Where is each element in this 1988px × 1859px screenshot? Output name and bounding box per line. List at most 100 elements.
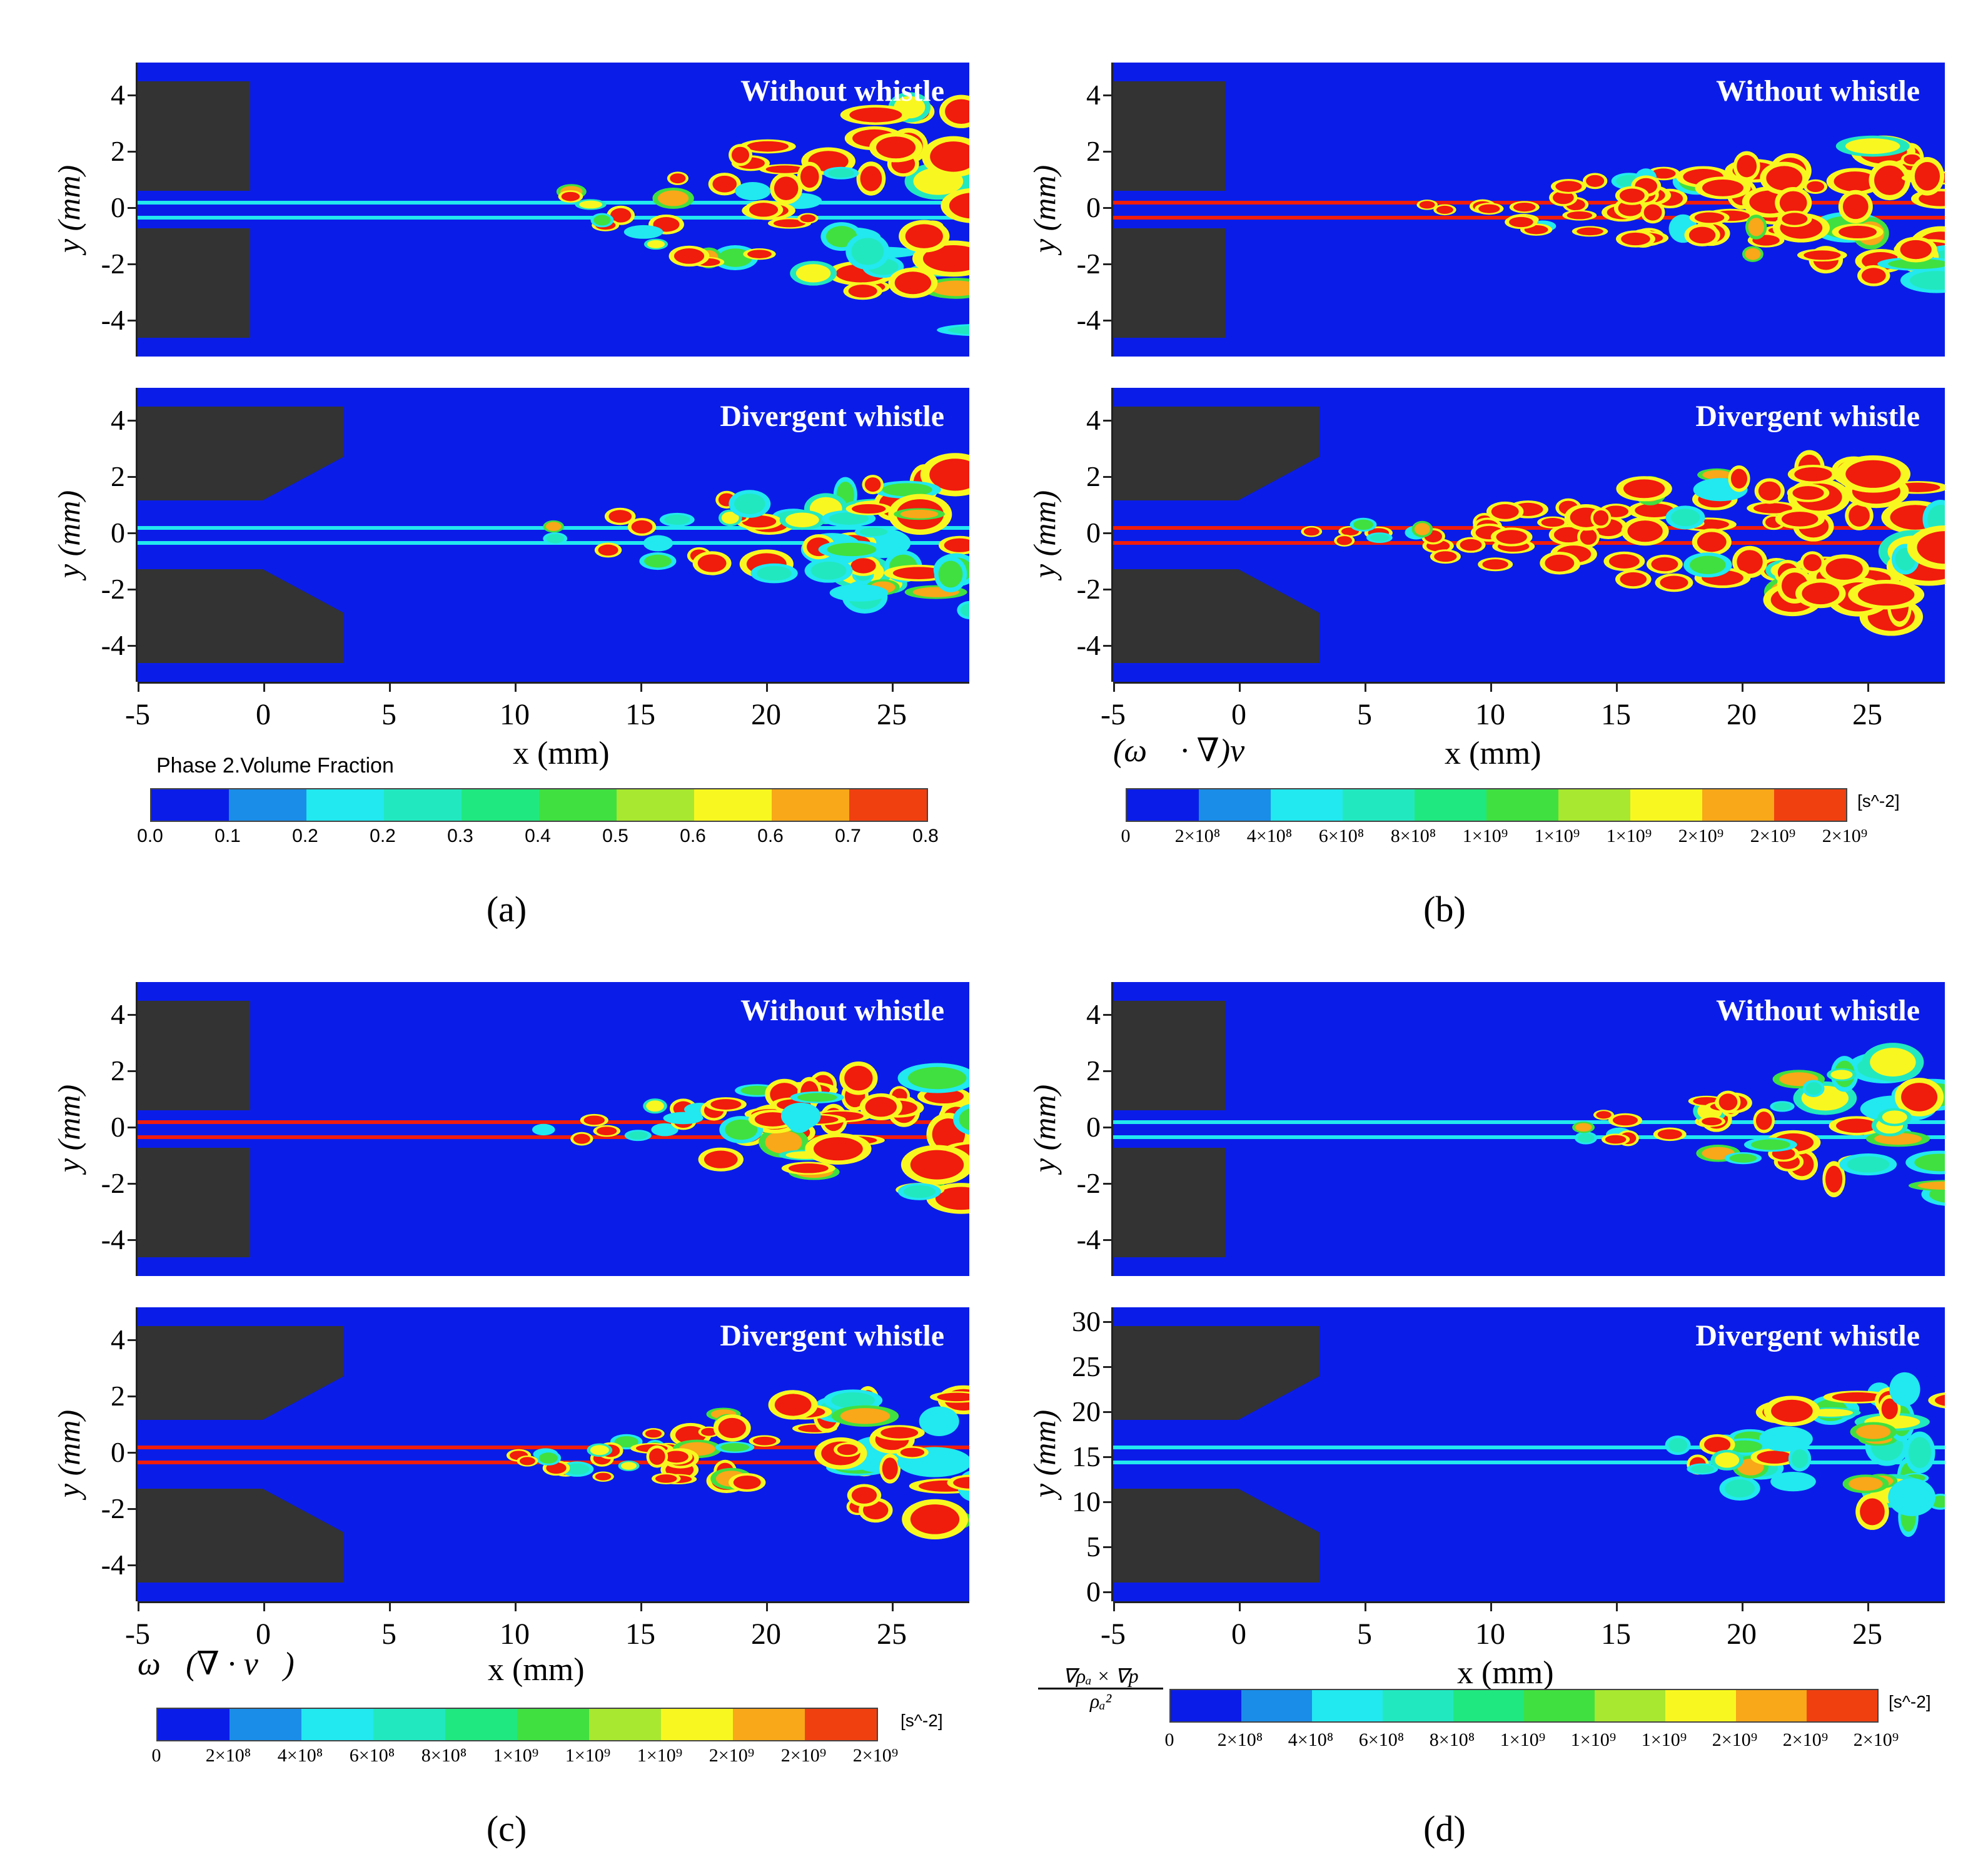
flow-structure xyxy=(1737,154,1757,178)
y-tick: -4 xyxy=(101,1549,125,1581)
flow-structure xyxy=(931,280,969,296)
flow-structure xyxy=(1496,530,1527,544)
flow-structure xyxy=(1758,481,1781,501)
colorbar-swatch xyxy=(661,1709,733,1740)
x-tick: 25 xyxy=(1852,698,1882,731)
flow-structure xyxy=(1577,1133,1595,1143)
jet-shear-layer xyxy=(1113,1120,1945,1124)
colorbar-tick-label: 2×10⁹ xyxy=(780,1745,827,1766)
flow-structure xyxy=(1586,175,1605,187)
x-tick-mark xyxy=(263,682,265,692)
x-tick: -5 xyxy=(1101,698,1126,731)
colorbar-swatch xyxy=(229,789,306,821)
colorbar-ticks: 0 2×10⁸ 4×10⁸ 6×10⁸ 8×10⁸ 1×10⁹ 1×10⁹ 1×10⁹ 2×10… xyxy=(1165,1730,1899,1757)
jet-shear-layer xyxy=(138,216,969,220)
panel-label: (d) xyxy=(1423,1808,1466,1849)
flow-structure xyxy=(1419,201,1435,209)
flow-structure xyxy=(959,1108,969,1131)
colorbar-swatch xyxy=(445,1709,517,1740)
colorbar xyxy=(1169,1689,1879,1723)
flow-structure xyxy=(1545,554,1575,572)
y-tick: -4 xyxy=(1076,629,1101,661)
flow-structure xyxy=(1755,1112,1772,1130)
flow-structure xyxy=(814,1137,863,1161)
colorbar-tick-label: 8×10⁸ xyxy=(1429,1730,1475,1750)
flow-structure xyxy=(852,504,886,514)
x-tick: 0 xyxy=(1231,1618,1246,1651)
x-tick: 10 xyxy=(1475,698,1505,731)
flow-structure xyxy=(1893,1376,1917,1402)
flow-structure xyxy=(1917,531,1945,564)
flow-structure xyxy=(1697,532,1727,552)
y-tick-mark xyxy=(1103,1014,1113,1016)
colorbar-tick-label: 0.7 xyxy=(835,826,861,846)
flow-structure xyxy=(1834,171,1877,192)
flow-structure xyxy=(1555,181,1582,192)
x-tick-mark xyxy=(389,1601,391,1611)
colorbar-swatch xyxy=(1595,1690,1665,1721)
colorbar-tick-label: 8×10⁸ xyxy=(421,1745,467,1766)
flow-structure xyxy=(1482,559,1508,570)
flow-structure xyxy=(1849,505,1870,527)
y-tick: 25 xyxy=(1072,1350,1101,1382)
y-tick-mark xyxy=(128,420,138,422)
y-axis-top: y (mm) 4 2 0 -2 -4 xyxy=(51,63,138,357)
flow-structure xyxy=(924,1410,954,1432)
colorbar-tick-label: 6×10⁸ xyxy=(1358,1730,1405,1750)
x-tick-mark xyxy=(1616,1601,1618,1611)
x-tick: 20 xyxy=(1727,1618,1757,1651)
y-tick-mark xyxy=(1103,151,1113,153)
y-tick: 2 xyxy=(111,1380,125,1412)
y-tick: 0 xyxy=(111,1436,125,1468)
flow-structure xyxy=(1627,520,1663,542)
flow-structure xyxy=(1894,1483,1930,1512)
x-tick: 25 xyxy=(1852,1618,1882,1651)
x-axis-label: x (mm) xyxy=(513,736,610,771)
plot-title: Without whistle xyxy=(1716,994,1920,1027)
colorbar-tick-label: 2×10⁹ xyxy=(1712,1730,1758,1750)
colorbar-ticks: 0 2×10⁸ 4×10⁸ 6×10⁸ 8×10⁸ 1×10⁹ 1×10⁹ 1×10⁹ 2×10… xyxy=(1121,826,1868,853)
y-tick: 4 xyxy=(111,79,125,111)
x-tick: 0 xyxy=(256,1618,271,1651)
x-tick-mark xyxy=(389,682,391,692)
colorbar-swatch xyxy=(1486,789,1558,821)
flow-structure xyxy=(903,1185,936,1198)
colorbar-swatch xyxy=(1524,1690,1595,1721)
y-tick-mark xyxy=(128,1070,138,1072)
flow-structure xyxy=(1577,227,1603,236)
colorbar-swatch xyxy=(733,1709,805,1740)
y-tick-mark xyxy=(1103,1127,1113,1128)
flow-structure xyxy=(1836,1118,1877,1133)
colorbar-swatch xyxy=(1774,789,1846,821)
y-tick-mark xyxy=(128,1239,138,1241)
colorbar-tick-label: 0 xyxy=(1164,1730,1174,1750)
flow-structure xyxy=(1773,1102,1792,1111)
x-tick: 5 xyxy=(381,698,396,731)
flow-structure xyxy=(1730,469,1748,489)
contour-plot-without-whistle: Without whistle xyxy=(138,63,969,357)
x-axis-label: x (mm) xyxy=(1457,1655,1554,1691)
flow-structure xyxy=(1478,204,1500,213)
nozzle-lower-wall xyxy=(1113,1489,1319,1583)
colorbar-tick-label: 2×10⁹ xyxy=(852,1745,899,1766)
y-tick-mark xyxy=(128,94,138,96)
y-tick: -2 xyxy=(101,573,125,605)
colorbar-swatch xyxy=(158,1709,230,1740)
flow-structure xyxy=(1745,248,1761,260)
flow-structure xyxy=(664,1451,689,1463)
flow-structure xyxy=(905,224,943,248)
colorbar-tick-label: 0.0 xyxy=(137,826,163,846)
y-tick-mark xyxy=(1103,263,1113,265)
y-tick-mark xyxy=(128,207,138,209)
y-axis-bottom: y (mm) 4 2 0 -2 -4 xyxy=(1027,388,1113,682)
panel-b: y (mm) 4 2 0 -2 -4 Without whistle y (mm… xyxy=(1007,19,1957,932)
x-tick-mark xyxy=(138,1601,139,1611)
nozzle-lower-wall xyxy=(138,1489,344,1583)
flow-structure xyxy=(849,107,902,123)
jet-shear-layer xyxy=(1113,1446,1945,1449)
flow-structure xyxy=(583,1115,605,1125)
y-tick: 10 xyxy=(1072,1486,1101,1517)
flow-structure xyxy=(1845,460,1901,488)
flow-structure xyxy=(565,1463,590,1475)
colorbar-tick-label: 2×10⁹ xyxy=(1853,1730,1899,1750)
